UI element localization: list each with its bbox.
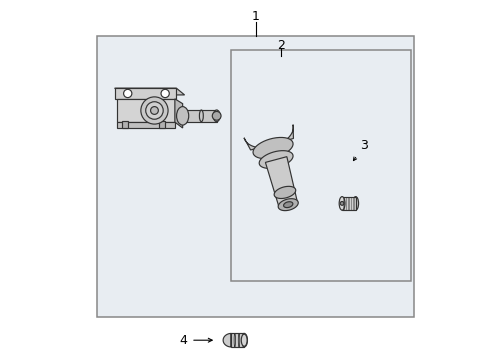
Polygon shape xyxy=(266,157,297,208)
Circle shape xyxy=(161,89,169,98)
Bar xyxy=(183,110,217,122)
Text: 1: 1 xyxy=(252,10,260,23)
Polygon shape xyxy=(175,99,183,128)
Ellipse shape xyxy=(241,333,247,347)
Bar xyxy=(342,197,356,210)
Polygon shape xyxy=(115,88,176,99)
Circle shape xyxy=(212,112,221,120)
Circle shape xyxy=(150,107,158,114)
Polygon shape xyxy=(278,199,298,211)
Polygon shape xyxy=(117,99,175,122)
Bar xyxy=(231,333,244,347)
Text: 2: 2 xyxy=(277,39,285,51)
Polygon shape xyxy=(284,202,293,208)
Circle shape xyxy=(123,89,132,98)
Polygon shape xyxy=(223,333,231,347)
Bar xyxy=(159,121,165,128)
Circle shape xyxy=(141,97,168,124)
Polygon shape xyxy=(115,88,185,95)
Ellipse shape xyxy=(339,197,345,210)
Polygon shape xyxy=(274,186,296,198)
Polygon shape xyxy=(117,122,175,128)
Text: 3: 3 xyxy=(353,139,368,161)
Circle shape xyxy=(340,202,344,205)
Ellipse shape xyxy=(353,197,359,210)
Bar xyxy=(231,50,411,281)
Ellipse shape xyxy=(213,110,220,122)
Polygon shape xyxy=(244,125,294,150)
Polygon shape xyxy=(253,138,293,159)
Bar xyxy=(98,36,414,317)
Circle shape xyxy=(146,102,163,119)
Text: 4: 4 xyxy=(180,334,188,347)
Ellipse shape xyxy=(176,107,189,125)
Polygon shape xyxy=(259,151,293,168)
Ellipse shape xyxy=(241,334,247,346)
Bar xyxy=(122,121,128,128)
